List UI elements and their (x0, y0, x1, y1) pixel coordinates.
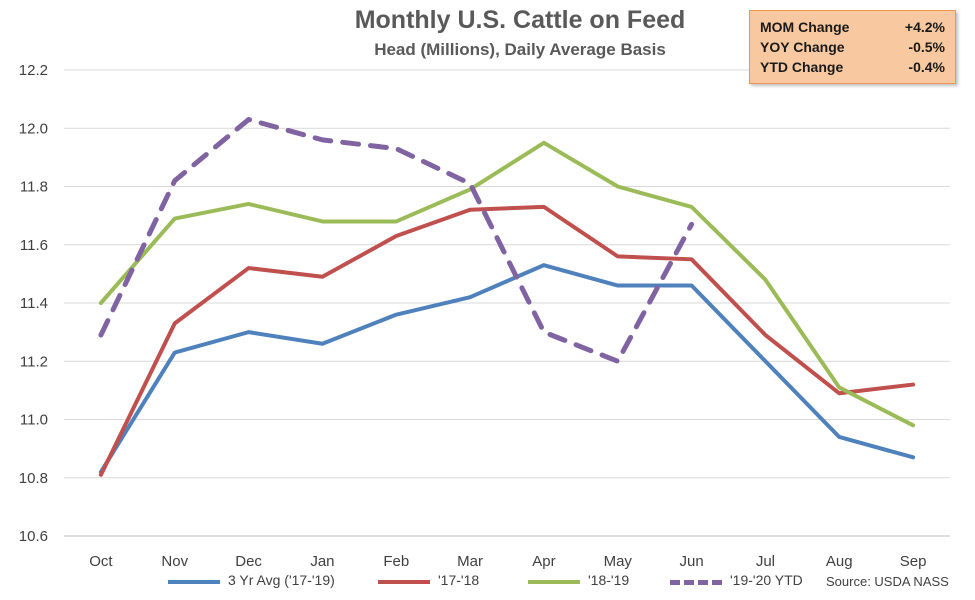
y-tick-label: 11.2 (20, 353, 48, 370)
series-lines (98, 117, 916, 477)
x-tick-label: May (604, 553, 633, 570)
gridlines (64, 69, 950, 537)
x-tick-label: Dec (235, 553, 262, 570)
stat-label: MOM Change (760, 19, 850, 35)
y-tick-label: 11.8 (20, 179, 48, 196)
legend-label: '19-'20 YTD (730, 572, 803, 588)
stat-value: -0.5% (908, 39, 945, 55)
legend-label: '18-'19 (588, 572, 630, 588)
stat-row-yoy: YOY Change -0.5% (760, 39, 945, 59)
legend-label: 3 Yr Avg ('17-'19) (228, 572, 335, 588)
y-tick-label: 11.4 (20, 295, 48, 312)
legend-swatch (528, 580, 580, 584)
x-tick-label: Oct (89, 553, 113, 570)
series-line-1 (98, 204, 916, 477)
chart-title: Monthly U.S. Cattle on Feed (354, 6, 686, 34)
x-axis: Oct Nov Dec Jan Feb Mar Apr May Jun Jul Aug Sep (89, 553, 926, 570)
series-line-2 (98, 140, 916, 428)
x-tick-label: Aug (826, 553, 853, 570)
x-tick-label: Sep (900, 553, 927, 570)
x-tick-label: Jun (679, 553, 703, 570)
y-axis: 10.6 10.8 11.0 11.2 11.4 11.6 11.8 12.0 12.2 (19, 62, 48, 545)
x-tick-label: Feb (383, 553, 409, 570)
y-tick-label: 10.8 (19, 470, 48, 487)
y-tick-label: 11.6 (20, 237, 48, 254)
x-tick-label: Jan (310, 553, 334, 570)
legend-swatch (670, 580, 722, 585)
stat-row-mom: MOM Change +4.2% (760, 19, 945, 39)
legend-label: '17-'18 (438, 572, 480, 588)
x-tick-label: Apr (532, 553, 555, 570)
series-line-3 (98, 117, 695, 364)
y-tick-label: 12.0 (19, 120, 48, 137)
source-note: Source: USDA NASS (826, 574, 949, 589)
y-tick-label: 10.6 (19, 528, 48, 545)
series-line-0 (98, 263, 916, 474)
chart-subtitle: Head (Millions), Daily Average Basis (374, 40, 666, 59)
x-tick-label: Nov (161, 553, 188, 570)
stat-label: YTD Change (760, 59, 844, 75)
y-tick-label: 12.2 (19, 62, 48, 79)
legend-swatch (168, 580, 220, 584)
y-tick-label: 11.0 (20, 412, 48, 429)
x-tick-label: Mar (457, 553, 483, 570)
legend-swatch (378, 580, 430, 584)
x-tick-label: Jul (756, 553, 775, 570)
stat-value: -0.4% (908, 59, 945, 75)
stat-label: YOY Change (760, 39, 845, 55)
stat-value: +4.2% (904, 19, 945, 35)
stats-box: MOM Change +4.2% YOY Change -0.5% YTD Ch… (749, 10, 956, 84)
stat-row-ytd: YTD Change -0.4% (760, 59, 945, 79)
